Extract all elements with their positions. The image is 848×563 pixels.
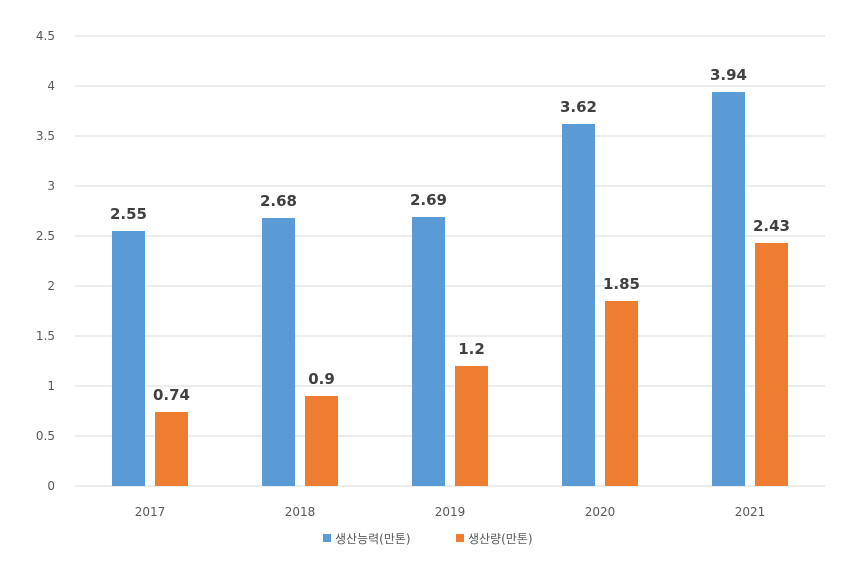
y-axis-ticks: 0 0.5 1 1.5 2 2.5 3 3.5 4 4.5 <box>36 29 55 493</box>
bars <box>112 92 788 486</box>
data-label: 2.55 <box>110 205 147 223</box>
data-label: 0.9 <box>308 370 335 388</box>
bar-output-2021 <box>755 243 788 486</box>
legend: 생산능력(만톤) 생산량(만톤) <box>323 532 533 546</box>
bar-capacity-2017 <box>112 231 145 486</box>
y-tick-label: 2 <box>47 279 55 293</box>
y-tick-label: 1.5 <box>36 329 55 343</box>
bar-capacity-2020 <box>562 124 595 486</box>
bar-output-2019 <box>455 366 488 486</box>
y-tick-label: 4 <box>47 79 55 93</box>
legend-swatch <box>323 534 331 542</box>
bar-output-2018 <box>305 396 338 486</box>
y-tick-label: 2.5 <box>36 229 55 243</box>
data-label: 3.62 <box>560 98 597 116</box>
data-label: 0.74 <box>153 386 190 404</box>
x-tick-label: 2018 <box>285 505 316 519</box>
bar-output-2017 <box>155 412 188 486</box>
bar-capacity-2019 <box>412 217 445 486</box>
data-labels: 2.55 0.74 2.68 0.9 2.69 1.2 3.62 1.85 3.94 2.43 <box>110 66 790 404</box>
y-tick-label: 4.5 <box>36 29 55 43</box>
y-tick-label: 0.5 <box>36 429 55 443</box>
data-label: 1.85 <box>603 275 640 293</box>
data-label: 2.69 <box>410 191 447 209</box>
y-tick-label: 1 <box>47 379 55 393</box>
bar-capacity-2018 <box>262 218 295 486</box>
y-tick-label: 3.5 <box>36 129 55 143</box>
bar-capacity-2021 <box>712 92 745 486</box>
x-axis-ticks: 2017 2018 2019 2020 2021 <box>135 505 766 519</box>
legend-label: 생산능력(만톤) <box>335 532 411 546</box>
x-tick-label: 2019 <box>435 505 466 519</box>
y-tick-label: 3 <box>47 179 55 193</box>
x-tick-label: 2021 <box>735 505 766 519</box>
data-label: 2.68 <box>260 192 297 210</box>
data-label: 1.2 <box>458 340 485 358</box>
x-tick-label: 2017 <box>135 505 166 519</box>
bar-output-2020 <box>605 301 638 486</box>
legend-label: 생산량(만톤) <box>468 532 533 546</box>
y-tick-label: 0 <box>47 479 55 493</box>
data-label: 3.94 <box>710 66 747 84</box>
data-label: 2.43 <box>753 217 790 235</box>
legend-swatch <box>456 534 464 542</box>
gridlines <box>75 35 825 487</box>
x-tick-label: 2020 <box>585 505 616 519</box>
